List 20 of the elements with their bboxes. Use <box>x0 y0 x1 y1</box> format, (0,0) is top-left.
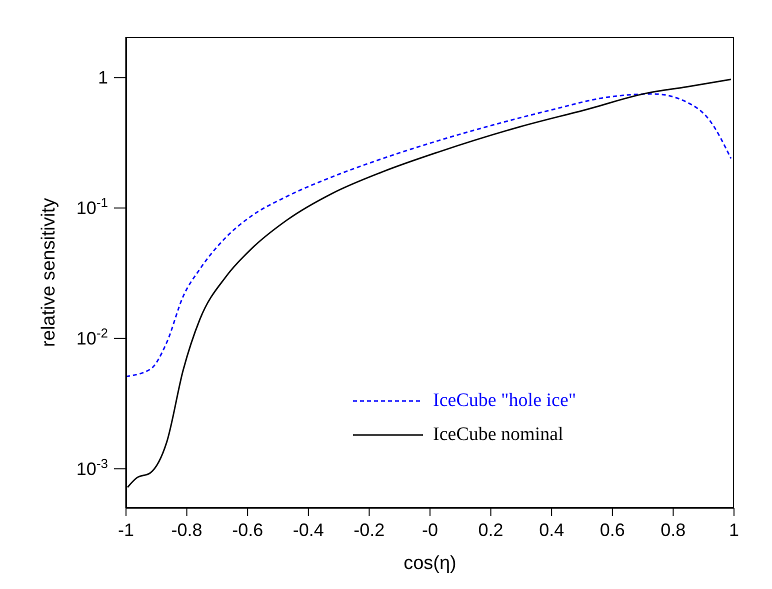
x-tick-label: -0 <box>422 520 438 540</box>
x-tick-label: 0.6 <box>600 520 625 540</box>
x-tick-label: -0.4 <box>292 520 324 540</box>
y-tick-label: 10$^{-2}$ <box>76 324 108 348</box>
x-tick-label: 0.4 <box>539 520 564 540</box>
y-tick-label: 1 <box>98 68 108 88</box>
x-tick-label: 1 <box>728 520 740 540</box>
x-axis-title: cos(η) <box>404 553 456 574</box>
x-tick-label: 0.2 <box>478 520 504 540</box>
line-series <box>126 93 732 378</box>
y-tick-label: 10$^{-1}$ <box>76 194 108 218</box>
x-tick-label: -1 <box>118 520 134 540</box>
x-tick-label: -0.2 <box>354 520 385 540</box>
x-tick-label: 0.8 <box>660 520 686 540</box>
y-axis-title: relative sensitivity <box>38 198 60 347</box>
legend-label: IceCube "hole ice" <box>433 390 576 412</box>
x-tick-label: -0.8 <box>171 520 202 540</box>
x-tick-label: -0.6 <box>232 520 264 540</box>
legend-label: IceCube nominal <box>433 424 564 446</box>
y-tick-label: 10$^{-3}$ <box>76 455 108 479</box>
